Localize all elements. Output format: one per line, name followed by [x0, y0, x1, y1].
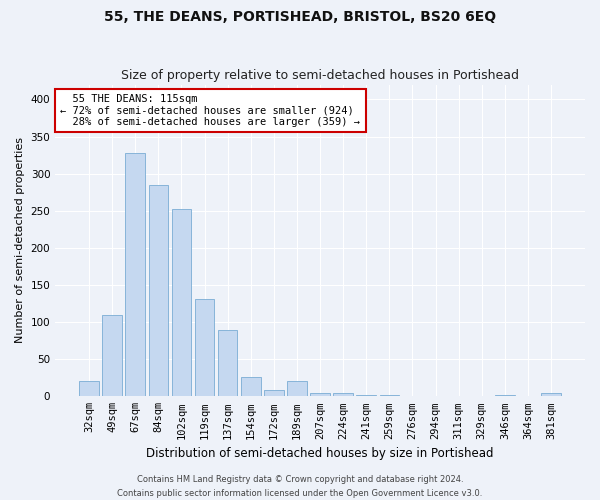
Bar: [125, 153, 145, 396]
Bar: [264, 390, 284, 396]
Bar: [495, 395, 515, 396]
Bar: [541, 394, 561, 396]
Title: Size of property relative to semi-detached houses in Portishead: Size of property relative to semi-detach…: [121, 69, 519, 82]
Bar: [195, 299, 214, 396]
Bar: [172, 210, 191, 396]
Bar: [356, 395, 376, 396]
Bar: [149, 185, 168, 396]
Bar: [79, 380, 99, 396]
Text: 55 THE DEANS: 115sqm
← 72% of semi-detached houses are smaller (924)
  28% of se: 55 THE DEANS: 115sqm ← 72% of semi-detac…: [61, 94, 361, 127]
Bar: [334, 394, 353, 396]
Bar: [218, 330, 238, 396]
Text: Contains HM Land Registry data © Crown copyright and database right 2024.
Contai: Contains HM Land Registry data © Crown c…: [118, 476, 482, 498]
Bar: [287, 382, 307, 396]
Text: 55, THE DEANS, PORTISHEAD, BRISTOL, BS20 6EQ: 55, THE DEANS, PORTISHEAD, BRISTOL, BS20…: [104, 10, 496, 24]
Bar: [380, 395, 399, 396]
Bar: [103, 314, 122, 396]
Bar: [241, 377, 260, 396]
Bar: [310, 392, 330, 396]
X-axis label: Distribution of semi-detached houses by size in Portishead: Distribution of semi-detached houses by …: [146, 447, 494, 460]
Y-axis label: Number of semi-detached properties: Number of semi-detached properties: [15, 138, 25, 344]
